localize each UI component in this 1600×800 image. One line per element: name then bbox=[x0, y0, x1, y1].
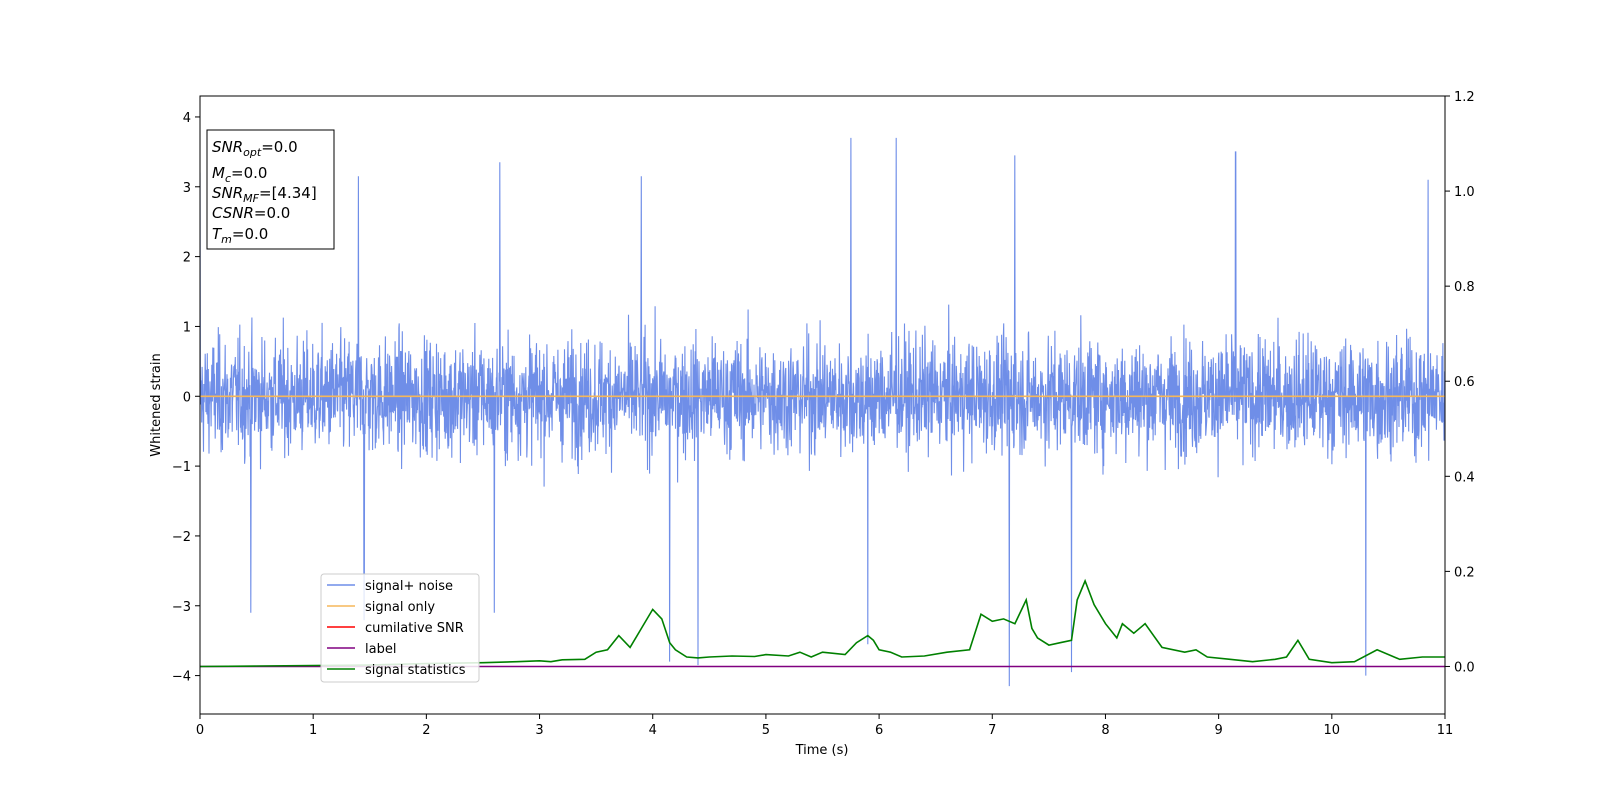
y-tick-label: 3 bbox=[183, 181, 191, 196]
x-tick-label: 8 bbox=[1101, 723, 1109, 738]
x-tick-label: 5 bbox=[762, 723, 770, 738]
signal-noise-line bbox=[200, 137, 1445, 687]
annotation-box: SNRopt=0.0 Mc=0.0 SNRMF=[4.34] CSNR=0.0 … bbox=[206, 129, 335, 250]
snr-opt-value: =0.0 bbox=[261, 138, 297, 156]
x-tick-label: 2 bbox=[422, 723, 430, 738]
y-tick-label: −2 bbox=[172, 530, 191, 545]
x-tick-label: 6 bbox=[875, 723, 883, 738]
y2-tick-label: 0.8 bbox=[1454, 280, 1475, 295]
x-tick-label: 4 bbox=[649, 723, 657, 738]
y2-tick-label: 0.2 bbox=[1454, 565, 1475, 580]
tm-value: =0.0 bbox=[232, 225, 268, 243]
legend-label-signal-noise: signal+ noise bbox=[365, 579, 453, 594]
svg-text:CSNR=0.0: CSNR=0.0 bbox=[212, 204, 290, 222]
y2-tick-label: 0.4 bbox=[1454, 470, 1475, 485]
legend-label-cumulative-snr: cumilative SNR bbox=[365, 621, 464, 636]
svg-text:SNRopt=0.0: SNRopt=0.0 bbox=[212, 138, 298, 159]
svg-text:Tm=0.0: Tm=0.0 bbox=[212, 225, 268, 246]
svg-text:Mc=0.0: Mc=0.0 bbox=[212, 164, 267, 185]
snr-mf-value: =[4.34] bbox=[259, 184, 317, 202]
legend-label-signal-statistics: signal statistics bbox=[365, 663, 466, 678]
y-tick-label: 1 bbox=[183, 320, 191, 335]
y2-tick-label: 1.2 bbox=[1454, 90, 1475, 105]
y2-tick-label: 0.0 bbox=[1454, 660, 1475, 675]
legend-label-label: label bbox=[365, 642, 396, 657]
plot-frame bbox=[199, 95, 1446, 715]
y-tick-label: −1 bbox=[172, 460, 191, 475]
legend-label-signal-only: signal only bbox=[365, 600, 435, 615]
x-tick-label: 11 bbox=[1437, 723, 1454, 738]
x-tick-label: 7 bbox=[988, 723, 996, 738]
signal-noise-series bbox=[200, 137, 1445, 687]
x-tick-label: 9 bbox=[1214, 723, 1222, 738]
mc-value: =0.0 bbox=[231, 164, 267, 182]
y-axis-label: Whitened strain bbox=[149, 353, 164, 456]
csnr-value: =0.0 bbox=[254, 204, 290, 222]
y2-tick-label: 0.6 bbox=[1454, 375, 1475, 390]
x-tick-label: 0 bbox=[196, 723, 204, 738]
y2-tick-label: 1.0 bbox=[1454, 185, 1475, 200]
y-tick-label: −4 bbox=[172, 670, 191, 685]
x-tick-label: 3 bbox=[535, 723, 543, 738]
y-tick-label: 0 bbox=[183, 390, 191, 405]
y-tick-label: 4 bbox=[183, 111, 191, 126]
legend: signal+ noise signal only cumilative SNR… bbox=[320, 573, 480, 683]
x-tick-label: 1 bbox=[309, 723, 317, 738]
svg-text:SNRMF=[4.34]: SNRMF=[4.34] bbox=[212, 184, 317, 205]
y-tick-label: −3 bbox=[172, 600, 191, 615]
x-tick-label: 10 bbox=[1324, 723, 1341, 738]
signal-statistics-line bbox=[200, 578, 1445, 668]
y-tick-label: 2 bbox=[183, 251, 191, 266]
x-axis-label: Time (s) bbox=[795, 743, 849, 758]
